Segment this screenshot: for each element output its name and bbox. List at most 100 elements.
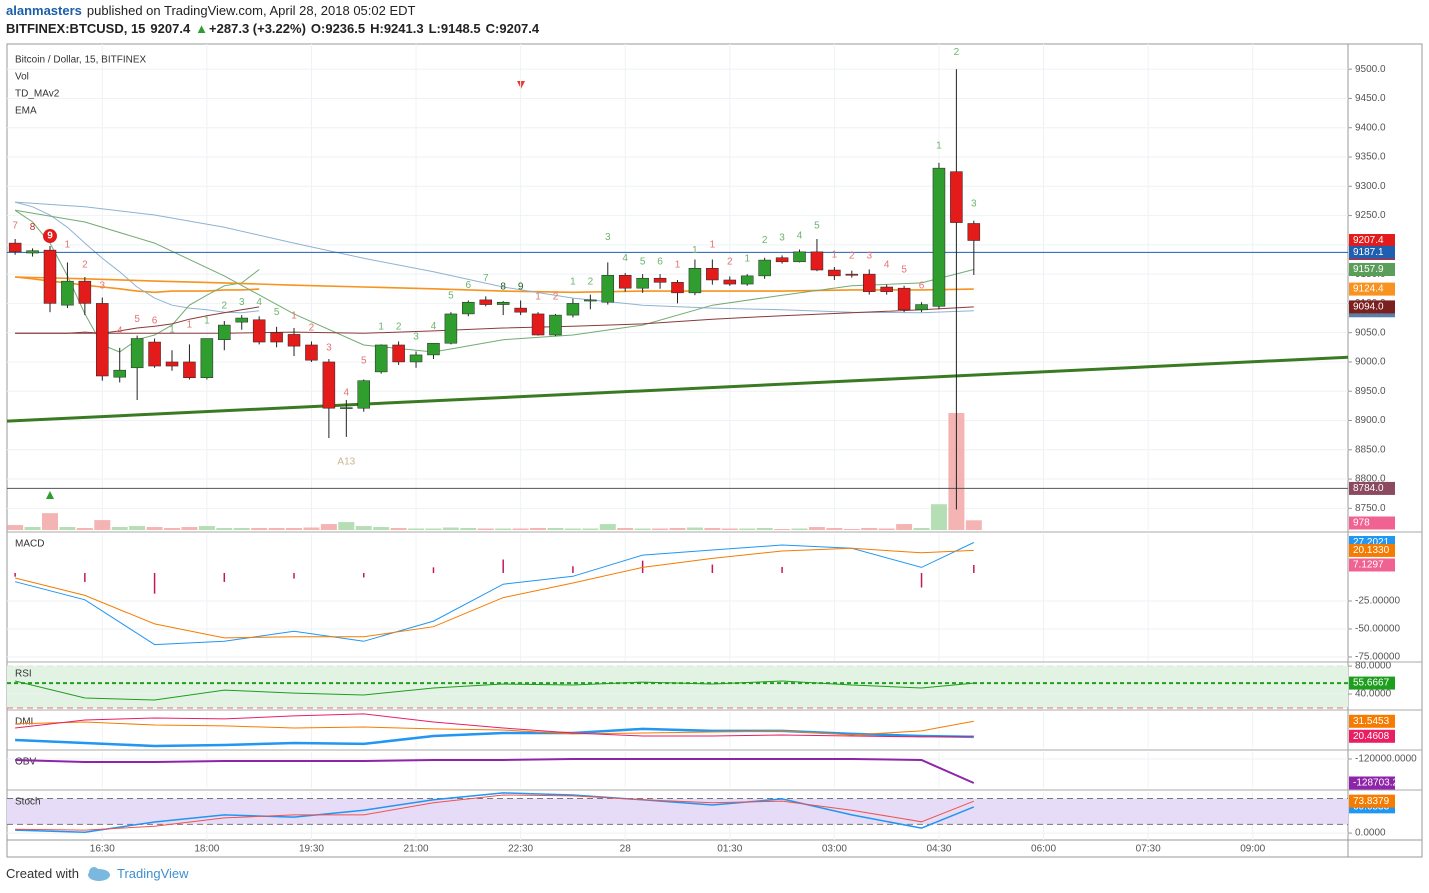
volume-bar bbox=[826, 528, 843, 530]
y-tick-label: 8900.0 bbox=[1355, 415, 1386, 426]
price-tag-label: 7.1297 bbox=[1353, 560, 1384, 571]
x-tick-label: 01:30 bbox=[717, 844, 742, 855]
candle-body bbox=[287, 334, 301, 347]
plot bbox=[15, 758, 975, 784]
change: +287.3 (+3.22%) bbox=[209, 21, 306, 36]
volume-bar bbox=[652, 528, 669, 530]
pane-title: DMI bbox=[15, 717, 33, 728]
candle-body bbox=[496, 301, 510, 305]
pane-title: Bitcoin / Dollar, 15, BITFINEX bbox=[15, 55, 146, 66]
series-line bbox=[15, 794, 974, 831]
volume-bar bbox=[704, 528, 721, 530]
candle-body bbox=[479, 299, 493, 305]
volume-bar bbox=[233, 528, 250, 530]
volume-bar bbox=[878, 528, 895, 530]
volume-bar bbox=[634, 528, 651, 530]
y-tick-label: 9300.0 bbox=[1355, 181, 1386, 192]
brand[interactable]: TradingView bbox=[116, 866, 189, 881]
published: published on TradingView.com, April 28, … bbox=[86, 3, 416, 18]
td-label: 1 bbox=[291, 310, 297, 321]
td-label: 4 bbox=[117, 326, 123, 337]
y-tick-label: -25.00000 bbox=[1355, 596, 1400, 607]
price-tag bbox=[1349, 481, 1395, 495]
price-tag-label: 9207.4 bbox=[1353, 235, 1384, 246]
td-label: 1 bbox=[204, 316, 210, 327]
series-line bbox=[15, 306, 974, 334]
candle-body bbox=[409, 354, 423, 363]
candle-body bbox=[444, 313, 458, 344]
symbol: BITFINEX:BTCUSD, 15 bbox=[6, 21, 146, 36]
header-line: BITFINEX:BTCUSD, 15 9207.4 ▲+287.3 (+3.22%… bbox=[6, 20, 544, 38]
y-tick-label: 8950.0 bbox=[1355, 386, 1386, 397]
td-label: 2 bbox=[82, 259, 88, 270]
volume-bar bbox=[425, 528, 442, 530]
price-tag bbox=[1349, 676, 1395, 690]
td-label: 2 bbox=[309, 323, 315, 334]
volume-bar bbox=[808, 527, 825, 530]
y-tick-label: 9400.0 bbox=[1355, 122, 1386, 133]
candle-body bbox=[200, 338, 214, 379]
plot bbox=[15, 713, 974, 748]
series-line bbox=[15, 209, 974, 353]
series-line bbox=[15, 792, 975, 833]
volume-bar bbox=[756, 528, 773, 530]
td-label: 1 bbox=[169, 324, 175, 335]
plot bbox=[14, 542, 975, 646]
legend-entry: Vol bbox=[15, 72, 29, 83]
candle-body bbox=[793, 251, 806, 263]
td-label: 5 bbox=[640, 256, 646, 267]
candle-body bbox=[549, 314, 562, 336]
price-tag-label: 9094.0 bbox=[1353, 302, 1384, 313]
volume-bar bbox=[861, 528, 878, 530]
price-tag bbox=[1349, 245, 1395, 259]
pane-title: Stoch bbox=[15, 797, 41, 808]
x-tick-label: 16:30 bbox=[90, 844, 115, 855]
volume-bar bbox=[564, 528, 581, 530]
volume-bar bbox=[774, 529, 791, 530]
x-tick-label: 09:00 bbox=[1240, 844, 1265, 855]
series-line bbox=[14, 680, 974, 701]
y-tick-label: 80.0000 bbox=[1355, 661, 1392, 672]
trend-line bbox=[7, 355, 1348, 423]
td-label: 5 bbox=[274, 307, 280, 318]
arrow: ▲ bbox=[195, 21, 209, 36]
pane-title: MACD bbox=[15, 539, 44, 550]
volume-bar bbox=[338, 522, 355, 530]
candle-body bbox=[723, 279, 737, 285]
y-tick-label: -75.00000 bbox=[1355, 652, 1400, 663]
td-label: 1 bbox=[570, 276, 576, 287]
volume-bar bbox=[930, 504, 947, 530]
td-label: 1 bbox=[744, 254, 750, 265]
band-fill bbox=[7, 666, 1348, 708]
volume-bar bbox=[408, 528, 425, 530]
td-label: 1 bbox=[692, 245, 698, 256]
candle-body bbox=[584, 299, 597, 302]
volume-bar bbox=[512, 528, 529, 530]
created: Created with bbox=[6, 866, 79, 881]
candle-body bbox=[462, 301, 475, 315]
td-label: 2 bbox=[727, 256, 733, 267]
volume-bar bbox=[59, 527, 76, 530]
volume-bar bbox=[460, 528, 477, 530]
x-tick-label: 21:00 bbox=[404, 844, 429, 855]
td-label: 3 bbox=[239, 297, 245, 308]
price-tag bbox=[1349, 776, 1395, 790]
volume-bar bbox=[791, 528, 808, 530]
volume-bar bbox=[7, 525, 24, 530]
candle-body bbox=[270, 332, 283, 343]
candle-body bbox=[897, 287, 911, 311]
high: H:9241.3 bbox=[370, 21, 424, 36]
price-tag bbox=[1349, 714, 1395, 728]
price-tag bbox=[1349, 558, 1395, 572]
candle-body bbox=[130, 338, 144, 369]
price-tag bbox=[1349, 794, 1395, 808]
candle-body bbox=[26, 250, 39, 254]
plot bbox=[7, 680, 1348, 701]
y-tick-label: 9350.0 bbox=[1355, 152, 1386, 163]
candle-body bbox=[322, 361, 336, 409]
volume-bar bbox=[617, 528, 634, 530]
volume-bar bbox=[913, 528, 930, 530]
td-label: 1 bbox=[675, 259, 681, 270]
candle-body bbox=[775, 257, 789, 263]
